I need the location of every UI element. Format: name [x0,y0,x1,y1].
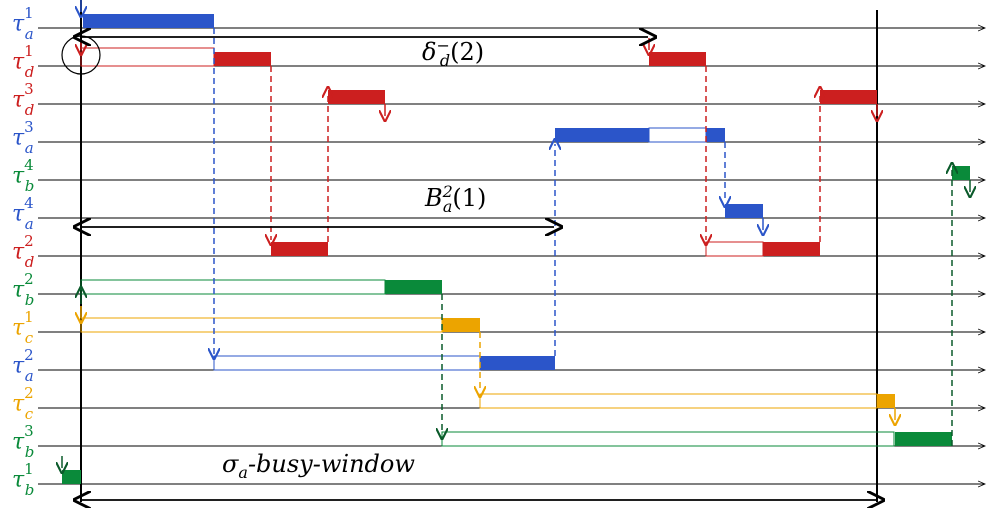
exec-d3-a [328,90,385,104]
wait-d2 [705,241,764,257]
wait-d1 [80,47,215,67]
task-label: τ2b [12,270,35,309]
exec-d3-b [820,90,877,104]
wait-b3 [441,431,895,447]
task-label: τ1b [12,460,35,499]
exec-a2 [480,356,555,370]
exec-a3-a [555,128,649,142]
task-label: τ2d [12,232,35,271]
task-label: τ1d [12,42,35,81]
exec-c1 [442,318,480,332]
wait-c1 [80,317,443,333]
task-label: τ3a [12,118,34,157]
task-label: τ3b [12,422,35,461]
exec-a3-b [706,128,725,142]
task-label: τ1c [12,308,34,347]
wait-a3 [648,127,707,143]
exec-b3 [895,432,952,446]
task-label: τ4b [12,156,35,195]
exec-b1 [62,470,81,484]
wait-b2 [80,279,386,295]
exec-d2-a [271,242,328,256]
exec-c2 [877,394,895,408]
exec-b4 [952,166,970,180]
release-arrows [62,0,970,468]
exec-b2 [385,280,442,294]
busy-annotation: B2a(1) [425,182,487,216]
task-label: τ4a [12,194,34,233]
exec-a1 [83,14,214,28]
execution-blocks [62,14,970,484]
task-label: τ3d [12,80,35,119]
exec-d1-a [214,52,271,66]
exec-d2-b [763,242,820,256]
task-label: τ2c [12,384,34,423]
wait-a2 [213,355,481,371]
exec-a4 [725,204,763,218]
task-label: τ2a [12,346,34,385]
delta-annotation: δ−d(2) [422,36,485,70]
task-label: τ1a [12,4,34,43]
window-annotation: σa-busy-window [222,450,415,482]
activation-arrows [214,28,952,446]
wait-c2 [479,393,878,409]
exec-d1-b [649,52,706,66]
